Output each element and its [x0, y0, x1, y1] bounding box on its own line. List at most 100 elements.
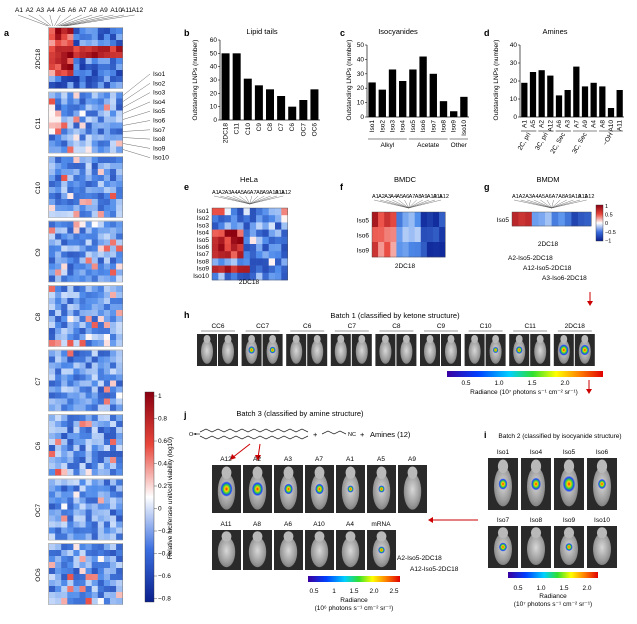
heat-cell [61, 233, 68, 240]
heat-cell [61, 304, 68, 311]
heat-cell [116, 415, 123, 422]
luminescence-spot [269, 346, 276, 354]
heat-cell [55, 193, 62, 200]
heat-cell [61, 598, 68, 605]
heat-cell [85, 598, 92, 605]
heat-cell [97, 181, 105, 188]
heat-cell [91, 58, 99, 65]
heat-cell [91, 580, 99, 587]
heat-cell [230, 265, 238, 274]
panel-c-letter: c [340, 28, 345, 38]
col-bracket-line [513, 199, 552, 209]
heat-cell [275, 265, 282, 274]
y-tick-label: 30 [357, 71, 365, 78]
radiance-tick: 0.5 [461, 380, 470, 387]
iso-connector [122, 111, 151, 120]
bar-OC7 [299, 100, 308, 120]
heat-cell [61, 76, 68, 83]
heat-cell [91, 286, 99, 293]
heat-cell [85, 404, 92, 411]
heat-cell [116, 163, 123, 170]
heat-cell [85, 550, 92, 557]
block-label-C10: C10 [35, 182, 42, 194]
heat-cell [49, 175, 56, 182]
heat-cell [55, 181, 62, 188]
heat-cell [91, 340, 99, 347]
x-tick-label-A4: A4 [591, 120, 598, 128]
heat-cell [103, 110, 111, 117]
heat-cell [55, 533, 62, 540]
heat-cell [91, 163, 99, 170]
radiance-tick: 2.0 [369, 588, 378, 595]
heat-cell [91, 521, 99, 528]
heat-cell [49, 398, 56, 405]
heat-cell [116, 245, 123, 252]
heat-cell [116, 205, 123, 212]
heat-cell [439, 212, 446, 228]
heat-cell [268, 222, 276, 230]
heat-cell [73, 427, 80, 434]
heat-cell [67, 445, 74, 452]
heat-cell [268, 265, 276, 274]
heat-cell [85, 58, 92, 65]
heat-cell [67, 257, 74, 264]
heat-cell [116, 515, 123, 522]
heat-cell [61, 457, 68, 464]
heat-cell [67, 362, 74, 369]
panel-a-colorbar [144, 391, 155, 603]
heat-cell [116, 316, 123, 323]
heat-cell [426, 227, 434, 243]
col-bracket-line [408, 199, 442, 209]
heat-cell [103, 227, 111, 234]
heat-cell [110, 110, 117, 117]
mouse-body [445, 339, 457, 364]
heat-cell [67, 157, 74, 164]
heat-cell [49, 421, 56, 428]
heat-cell [91, 497, 99, 504]
heat-cell [91, 52, 99, 59]
heat-cell [91, 298, 99, 305]
col-label-A10: A10 [269, 190, 279, 196]
y-tick-label: 50 [210, 50, 218, 57]
heat-cell [97, 134, 105, 141]
heat-cell [237, 208, 244, 216]
heat-cell [79, 334, 86, 341]
heat-cell [73, 362, 80, 369]
heat-cell [67, 521, 74, 528]
heat-cell [67, 104, 74, 111]
heat-cell [73, 157, 80, 164]
heat-cell [116, 58, 123, 65]
heat-cell [91, 104, 99, 111]
heat-cell [85, 568, 92, 575]
col-bracket-line [59, 14, 93, 27]
x-tick-label-A2: A2 [539, 120, 546, 128]
mouse-C9-1 [420, 334, 440, 366]
col-bracket-line [60, 14, 103, 27]
heat-cell [67, 433, 74, 440]
heat-cell [91, 380, 99, 387]
batch1-label-C9: C9 [437, 323, 446, 330]
arrow-g-to-h-head [587, 301, 593, 306]
heat-cell [218, 222, 225, 230]
mouse-Iso5 [554, 458, 584, 510]
heat-cell [55, 404, 62, 411]
heat-cell [61, 263, 68, 270]
heat-cell [91, 509, 99, 516]
heat-cell [414, 242, 422, 258]
colorbar-tick-label: 1 [158, 393, 162, 400]
heat-cell [55, 562, 62, 569]
heat-cell [97, 40, 105, 47]
heat-cell [110, 58, 117, 65]
heat-cell [85, 233, 92, 240]
heat-cell [49, 146, 56, 153]
mouse-body [527, 533, 545, 566]
panel-f-letter: f [340, 182, 344, 192]
mouse-head [447, 334, 455, 344]
heat-cell [103, 28, 111, 35]
panel-a-iso-labels: Iso1Iso2Iso3Iso4Iso5Iso6Iso7Iso8Iso9Iso1… [122, 71, 169, 162]
heat-cell [85, 451, 92, 458]
arrow-h-to-i-head [586, 389, 592, 394]
heat-cell [110, 533, 117, 540]
heat-cell [73, 574, 80, 581]
